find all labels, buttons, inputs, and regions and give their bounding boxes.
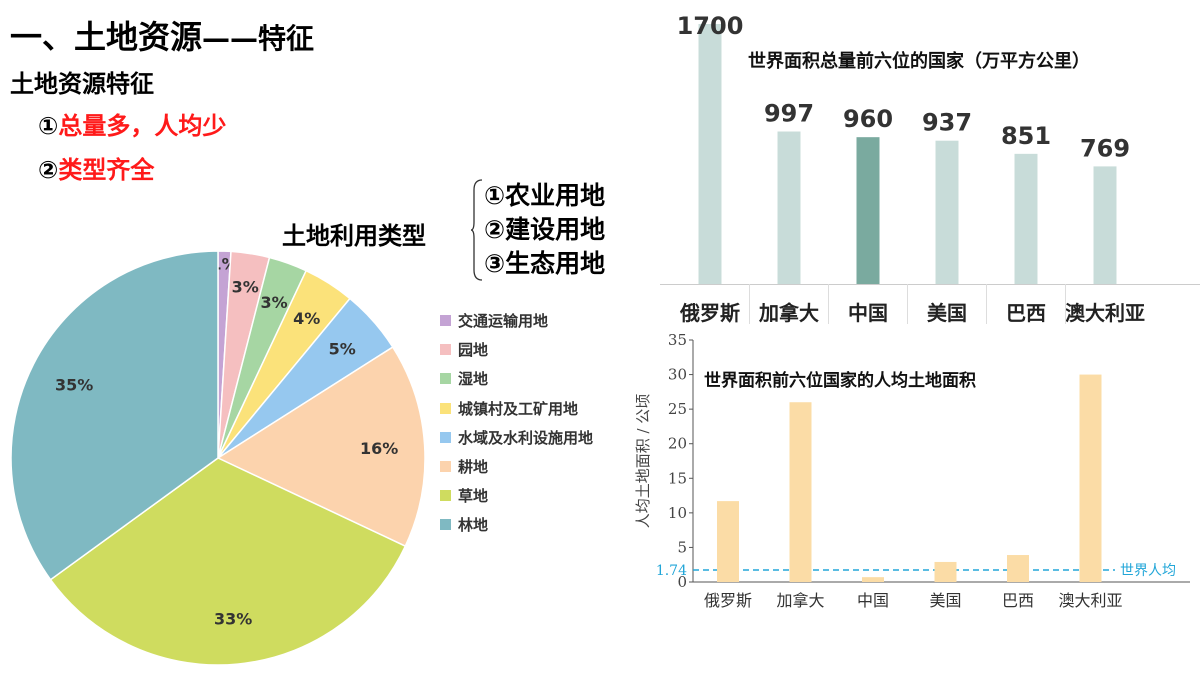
area-x-tick-label: 美国 — [927, 301, 967, 325]
legend-item: 城镇村及工矿用地 — [440, 394, 593, 423]
legend-item: 耕地 — [440, 452, 593, 481]
area-bar-value-label: 937 — [922, 109, 972, 137]
pie-slice-label: 4% — [293, 309, 320, 328]
per-capita-bar — [862, 577, 884, 582]
y-tick-label: 30 — [668, 366, 687, 384]
legend-swatch — [440, 519, 451, 531]
page-title: 一、土地资源——特征 — [10, 12, 314, 58]
pie-slice-label: 16% — [360, 439, 398, 458]
legend-label: 湿地 — [458, 370, 489, 389]
legend-label: 城镇村及工矿用地 — [458, 399, 579, 418]
legend-swatch — [440, 431, 451, 443]
per-capita-bar — [1079, 374, 1102, 582]
legend-swatch — [440, 461, 451, 473]
area-bar — [935, 140, 959, 284]
per-capita-x-tick-label: 中国 — [857, 591, 889, 610]
feature-number: ② — [38, 156, 59, 184]
y-tick-label: 10 — [668, 504, 687, 522]
feature-text: 类型齐全 — [58, 156, 155, 184]
per-capita-x-tick-label: 美国 — [929, 591, 961, 610]
y-tick-label: 20 — [668, 435, 687, 453]
pie-slice-label: 35% — [55, 376, 93, 395]
area-x-tick-label: 俄罗斯 — [679, 301, 740, 325]
pie-slice-label: 3% — [261, 293, 288, 312]
page-title-suffix: ——特征 — [202, 22, 315, 55]
world-average-tick-label: 1.74 — [656, 563, 687, 579]
section-subtitle: 土地资源特征 — [10, 70, 154, 98]
legend-label: 林地 — [458, 516, 489, 535]
legend-item: 水域及水利设施用地 — [440, 423, 593, 452]
feature-text: 总量多，人均少 — [58, 112, 227, 140]
area-bar-value-label: 851 — [1001, 122, 1051, 150]
area-bar — [777, 131, 801, 284]
area-bar-value-label: 769 — [1080, 134, 1130, 162]
legend-item: 林地 — [440, 510, 593, 539]
y-tick-label: 0 — [677, 573, 687, 591]
area-bar — [1093, 166, 1117, 284]
per-capita-chart-title: 世界面积前六位国家的人均土地面积 — [704, 370, 976, 391]
per-capita-x-tick-label: 俄罗斯 — [704, 591, 752, 610]
legend-swatch — [440, 402, 451, 414]
legend-label: 园地 — [458, 341, 489, 360]
legend-swatch — [440, 490, 451, 502]
per-capita-bar — [934, 561, 957, 582]
land-use-type-3: ③生态用地 — [484, 249, 606, 278]
legend-item: 草地 — [440, 481, 593, 510]
feature-item-2: ②类型齐全 — [38, 150, 154, 185]
legend-item: 湿地 — [440, 364, 593, 393]
land-use-type-label: 土地利用类型 — [282, 222, 426, 250]
per-capita-x-tick-label: 加拿大 — [776, 591, 824, 610]
y-tick-label: 15 — [668, 469, 687, 487]
legend-swatch — [440, 344, 451, 356]
pie-slice-label: 5% — [329, 339, 356, 358]
land-use-type-2: ②建设用地 — [484, 215, 606, 244]
legend-item: 交通运输用地 — [440, 306, 593, 335]
y-axis-label: 人均土地面积 / 公顷 — [634, 394, 652, 529]
area-bar — [1014, 153, 1038, 284]
land-use-type-1: ①农业用地 — [484, 181, 606, 210]
per-capita-x-tick-label: 巴西 — [1002, 591, 1034, 610]
legend-label: 水域及水利设施用地 — [458, 428, 594, 447]
area-bar-value-label: 1700 — [677, 12, 744, 40]
pie-slice-label: 3% — [232, 277, 259, 296]
area-bar-value-label: 997 — [764, 100, 814, 128]
land-use-pie-chart: 1%3%3%4%5%16%33%35% — [10, 250, 426, 666]
area-x-tick-label: 澳大利亚 — [1065, 301, 1145, 325]
area-bar — [698, 24, 722, 284]
legend-swatch — [440, 315, 451, 327]
page-title-main: 一、土地资源 — [10, 18, 203, 56]
y-tick-label: 25 — [668, 400, 687, 418]
area-x-tick-label: 加拿大 — [758, 301, 819, 325]
pie-slice — [49, 457, 407, 666]
area-x-tick-label: 巴西 — [1006, 301, 1046, 325]
per-capita-x-tick-label: 澳大利亚 — [1058, 591, 1122, 610]
legend-item: 园地 — [440, 335, 593, 364]
legend-label: 草地 — [458, 487, 489, 506]
feature-number: ① — [38, 112, 59, 140]
pie-slice — [10, 250, 219, 581]
country-area-bar-chart: 1700 俄罗斯 997 加拿大 960 中国 937 美国 851 巴西 769 澳大利亚 世界面积总… — [660, 12, 1200, 325]
legend-swatch — [440, 373, 451, 385]
pie-slice-label: 33% — [214, 610, 252, 629]
pie-slice — [216, 346, 426, 548]
pie-legend: 交通运输用地 园地湿地城镇村及工矿用地 水域及水利设施用地 耕地草地林地 — [440, 306, 593, 540]
legend-label: 耕地 — [458, 458, 489, 477]
y-tick-label: 35 — [668, 331, 687, 349]
feature-item-1: ①总量多，人均少 — [38, 106, 226, 141]
per-capita-bar — [789, 402, 812, 582]
per-capita-bar — [1007, 555, 1029, 582]
area-x-tick-label: 中国 — [848, 301, 888, 325]
y-tick-label: 5 — [677, 538, 687, 556]
area-chart-title: 世界面积总量前六位的国家（万平方公里） — [748, 50, 1090, 72]
per-capita-bar — [717, 501, 739, 582]
legend-label: 交通运输用地 — [458, 312, 549, 331]
area-bar — [856, 137, 880, 284]
world-average-label: 世界人均 — [1120, 563, 1176, 579]
brace-decoration — [470, 179, 483, 281]
area-bar-value-label: 960 — [843, 105, 893, 133]
